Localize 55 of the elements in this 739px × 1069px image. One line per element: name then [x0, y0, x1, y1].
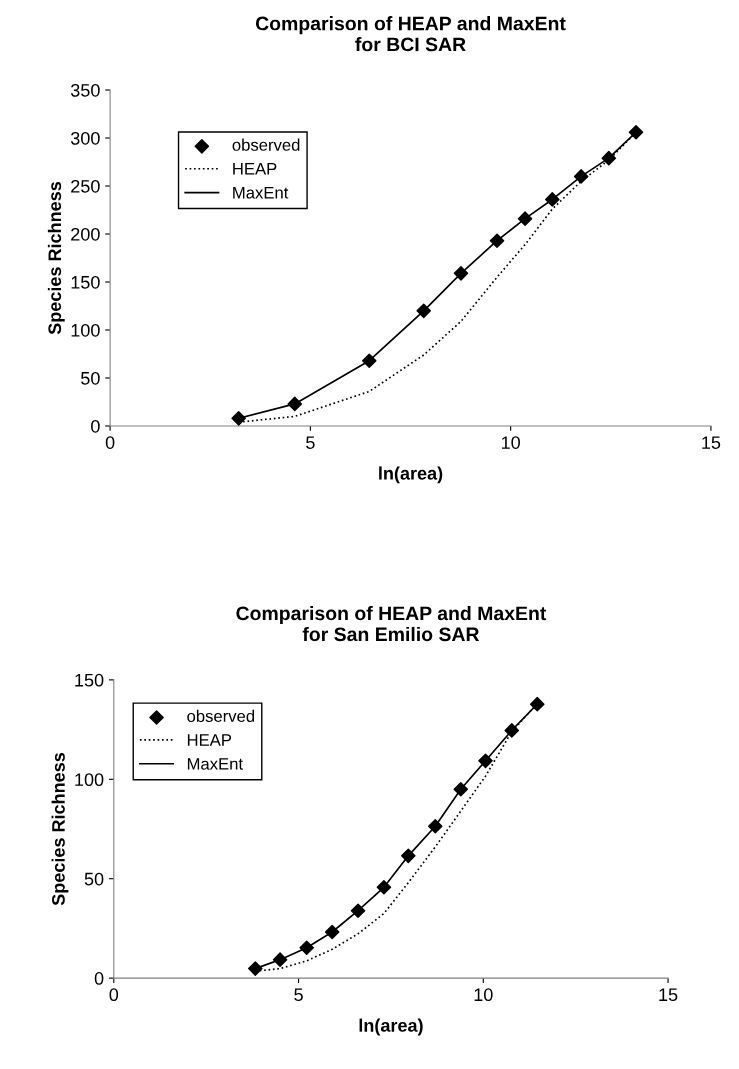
x-tick-label: 10: [501, 436, 520, 449]
y-tick-label: 100: [75, 773, 104, 787]
y-tick-label: 0: [94, 972, 104, 985]
point: [529, 696, 545, 712]
x-axis-title: ln(area): [379, 466, 443, 484]
y-tick-label: 0: [91, 419, 100, 433]
y-tick-label: 250: [71, 179, 100, 193]
x-tick-label: 5: [294, 988, 303, 1002]
x-axis-title: ln(area): [359, 1018, 423, 1036]
point: [453, 266, 469, 281]
legend-label: MaxEnt: [233, 186, 289, 199]
point: [573, 169, 589, 184]
y-axis-title: Species Richness: [47, 181, 65, 335]
point: [489, 233, 505, 249]
legend-label: HEAP: [233, 163, 277, 175]
point: [376, 879, 392, 895]
x-tick-label: 15: [659, 988, 678, 1002]
point: [517, 211, 533, 226]
y-tick-label: 50: [84, 872, 104, 886]
point: [299, 940, 314, 955]
legend-label: observed: [232, 138, 300, 151]
point: [416, 303, 432, 319]
point: [601, 150, 617, 166]
point: [478, 753, 493, 769]
legend-label: HEAP: [187, 734, 232, 746]
x-tick-label: 0: [105, 436, 115, 449]
point: [427, 818, 443, 834]
point: [504, 723, 520, 738]
point: [401, 848, 416, 864]
point: [248, 961, 263, 976]
y-tick-label: 150: [75, 673, 104, 687]
point: [453, 781, 469, 797]
point: [361, 353, 377, 369]
point: [231, 411, 246, 426]
point: [628, 124, 644, 140]
chart-title: Comparison of HEAP and MaxEnt for San Emilio SAR: [236, 605, 547, 642]
point: [287, 396, 303, 412]
point: [350, 903, 366, 919]
x-tick-label: 15: [702, 436, 721, 449]
x-tick-label: 10: [474, 988, 493, 1002]
x-tick-label: 0: [109, 988, 119, 1002]
y-tick-label: 50: [81, 371, 100, 385]
legend-label: MaxEnt: [187, 758, 243, 770]
y-tick-label: 200: [71, 227, 100, 241]
x-tick-label: 5: [306, 436, 315, 449]
point: [324, 924, 340, 940]
legend-label: observed: [187, 709, 255, 723]
y-tick-label: 100: [71, 323, 100, 337]
y-tick-label: 350: [70, 83, 100, 97]
chart-title: Comparison of HEAP and MaxEnt for BCI SAR: [255, 16, 566, 52]
y-axis-title: Species Richness: [51, 752, 69, 906]
y-tick-label: 300: [70, 131, 100, 145]
y-tick-label: 150: [71, 275, 100, 289]
point: [545, 192, 560, 207]
point: [272, 952, 288, 967]
